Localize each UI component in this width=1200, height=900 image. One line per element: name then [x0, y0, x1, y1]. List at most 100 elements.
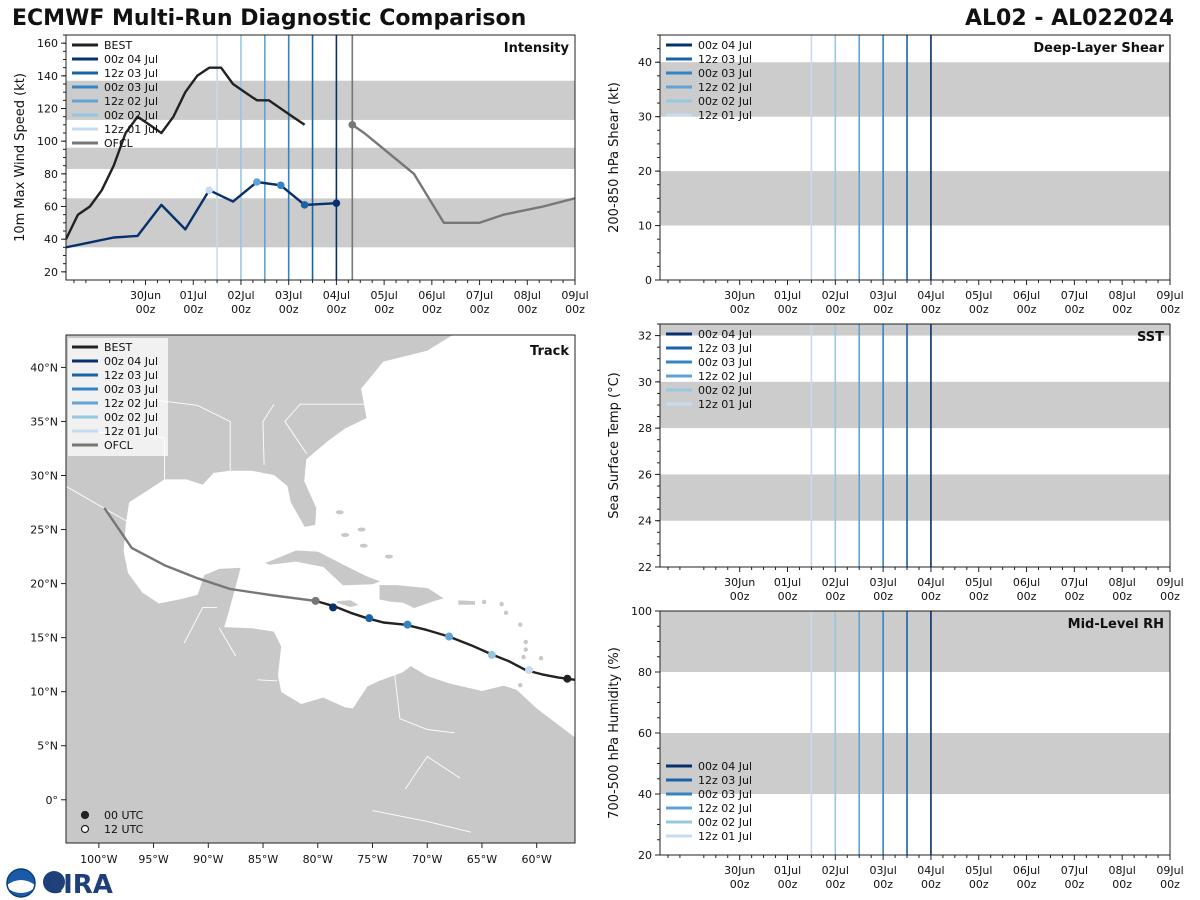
x-tick-date: 07Jul [1061, 576, 1088, 589]
legend-label: OFCL [104, 439, 134, 452]
x-tick-hour: 00z [470, 303, 490, 316]
x-tick-date: 30Jun [724, 289, 755, 302]
x-tick-label: 09Jul 00z [561, 289, 588, 316]
legend-label: 00z 03 Jul [698, 356, 752, 369]
legend-label: 12z 01 Jul [698, 398, 752, 411]
x-tick-hour: 00z [1017, 303, 1037, 316]
track-point [525, 666, 534, 675]
x-tick-hour: 00z [921, 590, 941, 603]
y-tick-label: 140 [37, 70, 58, 83]
x-tick-label: 07Jul 00z [1061, 864, 1088, 891]
x-tick-label: 06Jul 00z [1013, 289, 1040, 316]
legend-label: 12z 01 Jul [104, 123, 158, 136]
y-tick-label: 100 [37, 135, 58, 148]
x-tick-date: 01Jul [774, 864, 801, 877]
noaa-cira-logo: CIRA [6, 868, 113, 898]
legend-label: 00z 03 Jul [104, 81, 158, 94]
plot-area-sst [660, 324, 1170, 567]
x-tick-hour: 00z [825, 878, 845, 891]
x-tick-label: 30Jun 00z [724, 576, 755, 603]
x-tick-hour: 00z [921, 303, 941, 316]
x-tick-label: 02Jul 00z [822, 576, 849, 603]
x-tick-label: 30Jun 00z [724, 864, 755, 891]
land-bahamas [384, 554, 393, 559]
x-tick-date: 01Jul [774, 289, 801, 302]
legend-label: 00z 02 Jul [698, 816, 752, 829]
x-tick-date: 05Jul [965, 864, 992, 877]
x-tick-date: 06Jul [1013, 576, 1040, 589]
marker-legend-symbol [80, 810, 90, 820]
legend-label: 00z 02 Jul [698, 95, 752, 108]
x-tick-label: 06Jul 00z [1013, 576, 1040, 603]
threshold-band [660, 733, 1170, 794]
x-tick-label: 90°W [193, 853, 223, 866]
x-tick-date: 08Jul [1109, 576, 1136, 589]
x-tick-label: 70°W [412, 853, 442, 866]
x-tick-hour: 00z [1112, 878, 1132, 891]
legend-label: 12z 03 Jul [104, 67, 158, 80]
land-bahamas [357, 527, 366, 532]
x-tick-hour: 00z [565, 303, 585, 316]
x-tick-hour: 00z [969, 878, 989, 891]
track-point [311, 596, 320, 605]
y-tick-label: 35°N [30, 415, 58, 428]
border-line [262, 403, 275, 465]
x-tick-hour: 00z [825, 303, 845, 316]
legend-label: 12z 01 Jul [698, 830, 752, 843]
marker-legend-label: 00 UTC [104, 809, 144, 822]
y-tick-label: 26 [638, 468, 652, 481]
legend-label: 12z 03 Jul [698, 774, 752, 787]
x-tick-label: 04Jul 00z [917, 576, 944, 603]
panel-title: Deep-Layer Shear [1033, 41, 1164, 56]
x-tick-label: 02Jul 00z [227, 289, 254, 316]
x-tick-date: 02Jul [822, 289, 849, 302]
x-tick-label: 03Jul 00z [275, 289, 302, 316]
y-tick-label: 20°N [30, 578, 58, 591]
threshold-band [66, 198, 575, 248]
legend-label: 00z 04 Jul [104, 53, 158, 66]
logo-text: CIRA [44, 870, 113, 898]
legend-label: 12z 02 Jul [698, 81, 752, 94]
legend-label: 00z 02 Jul [104, 411, 158, 424]
x-tick-hour: 00z [730, 590, 750, 603]
series-line-00z-04-jul [66, 180, 337, 249]
x-tick-date: 04Jul [917, 576, 944, 589]
track-point [365, 614, 374, 623]
legend-label: 12z 03 Jul [698, 342, 752, 355]
legend-label: 00z 04 Jul [698, 39, 752, 52]
land-americas [66, 335, 575, 843]
threshold-band [660, 62, 1170, 117]
legend-label: 00z 03 Jul [698, 67, 752, 80]
x-tick-label: 04Jul 00z [323, 289, 350, 316]
x-tick-label: 01Jul 00z [774, 576, 801, 603]
x-tick-hour: 00z [517, 303, 537, 316]
x-tick-label: 08Jul 00z [1109, 576, 1136, 603]
land-island [523, 639, 528, 645]
legend-label: 12z 02 Jul [104, 95, 158, 108]
x-tick-date: 09Jul [561, 289, 588, 302]
border-line [404, 755, 461, 790]
x-tick-hour: 00z [778, 303, 798, 316]
x-tick-hour: 00z [1160, 303, 1180, 316]
x-tick-date: 07Jul [1061, 864, 1088, 877]
y-tick-label: 30°N [30, 470, 58, 483]
land-island [523, 647, 528, 652]
y-tick-label: 80 [638, 666, 652, 679]
border-line [66, 485, 127, 522]
x-tick-hour: 00z [327, 303, 347, 316]
x-tick-date: 08Jul [1109, 289, 1136, 302]
x-tick-date: 02Jul [822, 576, 849, 589]
x-tick-label: 04Jul 00z [917, 864, 944, 891]
x-tick-date: 02Jul [822, 864, 849, 877]
legend-label: 00z 04 Jul [104, 355, 158, 368]
x-tick-hour: 00z [1160, 878, 1180, 891]
cira-globe-icon [43, 871, 65, 893]
y-tick-label: 0 [645, 274, 652, 287]
y-tick-label: 60 [44, 201, 58, 214]
x-tick-label: 75°W [357, 853, 387, 866]
x-tick-hour: 00z [730, 303, 750, 316]
x-tick-hour: 00z [136, 303, 156, 316]
x-tick-hour: 00z [279, 303, 299, 316]
border-line [372, 810, 472, 833]
